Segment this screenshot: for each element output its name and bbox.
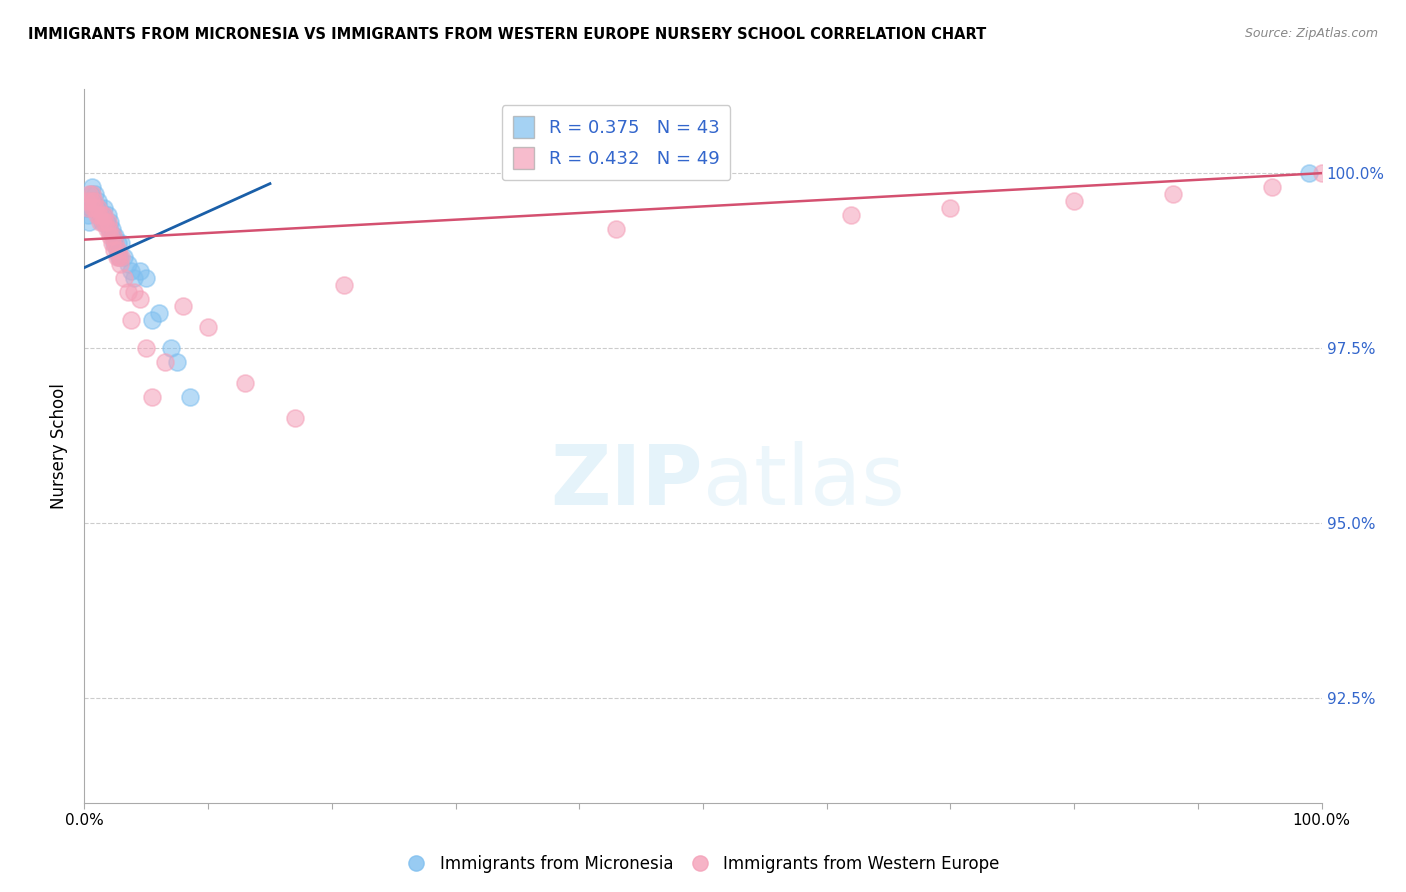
Point [112, 271, 135, 285]
Point [120, 313, 142, 327]
Point [86, 208, 108, 222]
Point [79, 194, 101, 208]
Point [77, 215, 100, 229]
Point [160, 341, 183, 355]
Point [79, 187, 101, 202]
Point [117, 257, 139, 271]
Point [89, 208, 111, 222]
Point [96, 215, 118, 229]
Point [107, 236, 129, 251]
Point [89, 215, 111, 229]
Point [1310, 166, 1333, 180]
Text: Source: ZipAtlas.com: Source: ZipAtlas.com [1244, 27, 1378, 40]
Point [83, 194, 105, 208]
Point [80, 187, 103, 202]
Point [97, 208, 120, 222]
Point [129, 292, 152, 306]
Point [98, 215, 121, 229]
Text: IMMIGRANTS FROM MICRONESIA VS IMMIGRANTS FROM WESTERN EUROPE NURSERY SCHOOL CORR: IMMIGRANTS FROM MICRONESIA VS IMMIGRANTS… [28, 27, 987, 42]
Point [82, 201, 104, 215]
Point [605, 222, 627, 236]
Point [84, 201, 107, 215]
Point [141, 313, 163, 327]
Point [91, 208, 114, 222]
Point [122, 285, 145, 299]
Point [108, 250, 131, 264]
Point [97, 215, 120, 229]
Point [98, 222, 121, 236]
Point [1298, 166, 1320, 180]
Point [841, 208, 863, 222]
Point [87, 194, 110, 208]
Text: ZIP: ZIP [551, 442, 703, 522]
Point [90, 208, 112, 222]
Point [90, 215, 112, 229]
Point [135, 271, 157, 285]
Point [1063, 194, 1085, 208]
Point [105, 243, 128, 257]
Point [94, 215, 117, 229]
Point [104, 229, 127, 244]
Point [1261, 180, 1284, 194]
Point [112, 250, 135, 264]
Point [141, 390, 163, 404]
Point [110, 250, 132, 264]
Text: atlas: atlas [703, 442, 904, 522]
Point [76, 194, 98, 208]
Point [86, 201, 108, 215]
Point [77, 208, 100, 222]
Point [93, 201, 115, 215]
Point [100, 236, 122, 251]
Point [87, 201, 110, 215]
Point [98, 229, 121, 244]
Point [89, 208, 111, 222]
Point [197, 320, 219, 334]
Point [135, 341, 157, 355]
Point [153, 355, 176, 369]
Point [101, 229, 124, 244]
Point [76, 201, 98, 215]
Point [233, 376, 256, 390]
Point [82, 194, 104, 208]
Point [79, 187, 101, 202]
Point [179, 390, 201, 404]
Point [103, 236, 125, 251]
Point [108, 250, 131, 264]
Legend: Immigrants from Micronesia, Immigrants from Western Europe: Immigrants from Micronesia, Immigrants f… [399, 848, 1007, 880]
Point [104, 236, 127, 251]
Point [100, 222, 122, 236]
Point [76, 201, 98, 215]
Point [79, 194, 101, 208]
Point [75, 194, 97, 208]
Point [117, 285, 139, 299]
Point [110, 257, 132, 271]
Point [129, 264, 152, 278]
Point [91, 215, 114, 229]
Point [98, 222, 121, 236]
Point [96, 222, 118, 236]
Point [80, 180, 103, 194]
Point [333, 278, 356, 293]
Point [1161, 187, 1184, 202]
Point [939, 201, 962, 215]
Point [93, 208, 115, 222]
Point [84, 187, 107, 202]
Point [103, 243, 125, 257]
Legend: R = 0.375   N = 43, R = 0.432   N = 49: R = 0.375 N = 43, R = 0.432 N = 49 [502, 105, 730, 180]
Point [107, 243, 129, 257]
Point [105, 250, 128, 264]
Point [284, 411, 307, 425]
Y-axis label: Nursery School: Nursery School [51, 383, 69, 509]
Point [120, 264, 142, 278]
Point [94, 215, 117, 229]
Point [172, 299, 194, 313]
Point [166, 355, 188, 369]
Point [122, 271, 145, 285]
Point [83, 201, 105, 215]
Point [148, 306, 170, 320]
Point [110, 236, 132, 251]
Point [89, 201, 111, 215]
Point [77, 201, 100, 215]
Point [101, 229, 124, 244]
